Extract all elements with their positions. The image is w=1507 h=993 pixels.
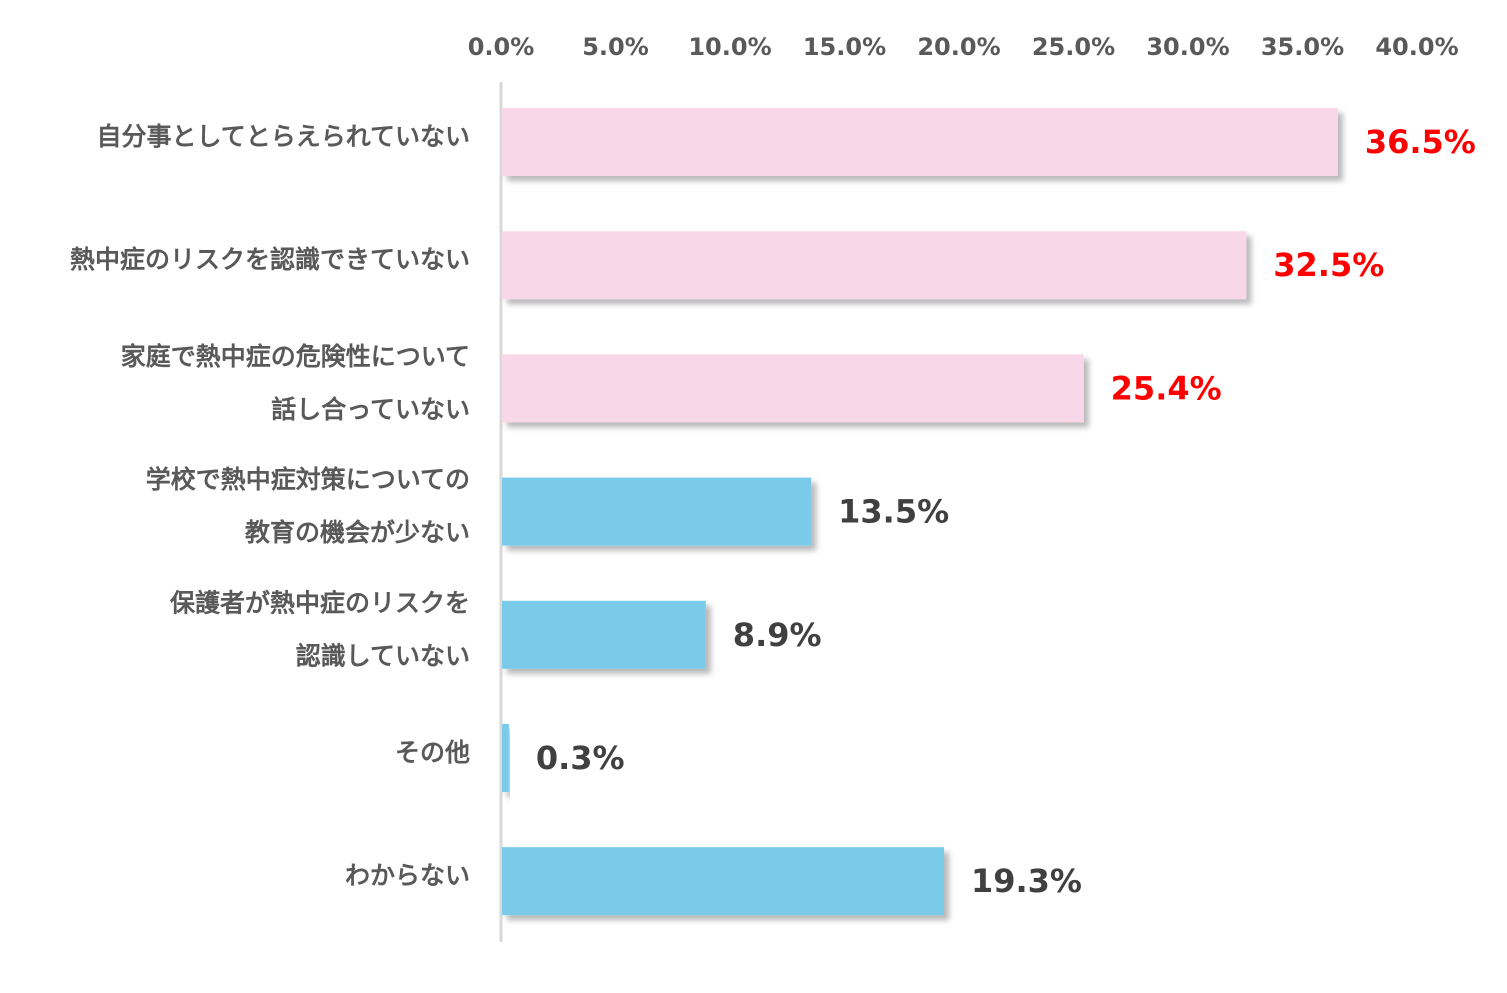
bar [502,354,1084,423]
x-tick-label: 30.0% [1146,33,1229,61]
data-label: 13.5% [838,493,949,531]
category-label: 教育の機会が少ない [245,518,470,547]
category-label: 認識していない [296,641,470,670]
bars [502,108,1338,916]
x-tick-label: 15.0% [803,33,886,61]
value-labels: 36.5% 32.5% 25.4% 13.5% 8.9% 0.3% 19.3% [536,123,1476,900]
bar [502,477,812,546]
bar [502,231,1247,300]
x-tick-label: 40.0% [1375,33,1458,61]
category-label: その他 [395,738,470,767]
category-label: 自分事としてとらえられていない [96,122,470,151]
bar [502,600,706,669]
x-axis-ticks: 0.0% 5.0% 10.0% 15.0% 20.0% 25.0% 30.0% 35.0% 40… [468,33,1459,61]
x-tick-label: 0.0% [468,33,535,61]
x-tick-label: 35.0% [1261,33,1344,61]
category-label: 話し合っていない [271,395,470,424]
bar [502,724,509,792]
bar [502,108,1338,176]
category-label: わからない [345,861,470,890]
data-label: 25.4% [1111,369,1222,407]
data-label: 36.5% [1365,123,1476,161]
x-tick-label: 25.0% [1032,33,1115,61]
x-tick-label: 5.0% [582,33,649,61]
x-tick-label: 10.0% [688,33,771,61]
category-label: 学校で熱中症対策についての [146,465,470,494]
data-label: 19.3% [971,862,1082,900]
category-label: 熱中症のリスクを認識できていない [70,245,470,274]
bar [502,847,944,916]
category-label: 保護者が熱中症のリスクを [169,588,470,617]
data-label: 32.5% [1273,246,1384,284]
data-label: 0.3% [536,739,625,777]
data-label: 8.9% [733,616,822,654]
category-label: 家庭で熱中症の危険性について [121,342,470,371]
category-labels: 自分事としてとらえられていない熱中症のリスクを認識できていない家庭で熱中症の危険… [70,122,470,890]
x-tick-label: 20.0% [917,33,1000,61]
